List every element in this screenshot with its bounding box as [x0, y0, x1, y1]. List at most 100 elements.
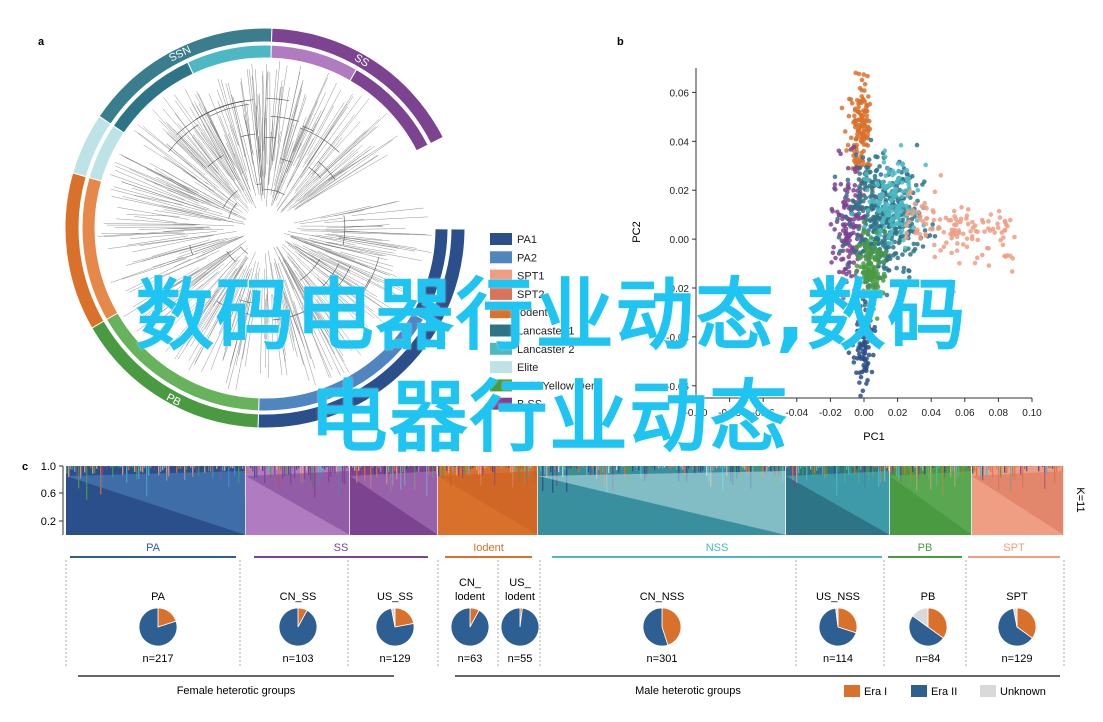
scatter-point — [930, 227, 935, 232]
tree-branch — [164, 156, 215, 192]
scatter-point — [883, 173, 889, 179]
scatter-point — [951, 231, 957, 237]
structure-stripe — [442, 466, 444, 477]
structure-stripe — [800, 466, 802, 469]
tree-branch — [237, 267, 252, 309]
structure-stripe — [568, 466, 570, 469]
tree-branch — [287, 241, 327, 267]
structure-stripe — [578, 466, 580, 472]
scatter-point — [849, 100, 855, 106]
structure-stripe — [968, 466, 970, 469]
scatter-point — [872, 324, 877, 330]
scatter-point — [840, 295, 846, 301]
legend-label: PA1 — [517, 234, 537, 246]
scatter-point — [869, 369, 875, 375]
structure-stripe — [194, 466, 196, 469]
x-axis-label: PC1 — [863, 431, 884, 443]
tree-branch — [283, 104, 298, 154]
tree-branch — [311, 235, 356, 246]
scatter-point — [884, 292, 890, 298]
scatter-point — [906, 209, 911, 215]
scatter-point — [862, 269, 868, 275]
structure-stripe — [140, 466, 142, 472]
tree-branch — [276, 96, 362, 212]
scatter-point — [847, 222, 853, 227]
structure-stripe — [428, 466, 430, 475]
structure-stripe — [168, 466, 170, 477]
structure-stripe — [1004, 466, 1006, 473]
pie-slice — [837, 607, 858, 634]
tree-arc — [299, 258, 321, 281]
structure-stripe — [196, 466, 198, 472]
structure-stripe — [762, 466, 764, 477]
structure-stripe — [436, 466, 438, 475]
scatter-point — [868, 218, 873, 224]
tree-branch — [184, 88, 222, 159]
structure-wedge — [246, 471, 350, 535]
scatter-point — [864, 254, 870, 259]
scatter-point — [859, 94, 865, 99]
tree-arc — [279, 158, 292, 163]
structure-stripe — [974, 466, 976, 472]
structure-wedge — [972, 471, 1064, 535]
structure-stripe — [618, 466, 620, 473]
pca-scatter-panel: 0.06 0.04 0.02 0.00 -0.02 -0.04 -0.06 -0.10 -0.0… — [631, 68, 1042, 443]
tree-branch — [294, 250, 374, 312]
tree-branch — [322, 279, 365, 322]
structure-stripe — [70, 466, 72, 470]
structure-stripe — [984, 466, 986, 471]
structure-stripe — [602, 466, 604, 473]
structure-stripe — [764, 466, 766, 475]
scatter-point — [952, 214, 957, 219]
scatter-point — [979, 252, 985, 258]
structure-wedge — [350, 471, 438, 535]
structure-stripe — [162, 466, 164, 471]
structure-stripe — [596, 466, 598, 479]
structure-stripe — [778, 466, 780, 475]
structure-stripe — [754, 466, 756, 473]
structure-stripe — [576, 466, 578, 470]
scatter-point — [844, 193, 849, 199]
tree-branch — [139, 231, 237, 246]
scatter-point — [880, 238, 886, 244]
scatter-point — [858, 374, 864, 380]
scatter-point — [864, 165, 869, 170]
structure-stripe — [346, 466, 348, 469]
scatter-point — [951, 208, 957, 214]
tree-branch — [140, 275, 190, 306]
structure-stripe — [898, 466, 900, 480]
tree-branch — [275, 263, 304, 365]
scatter-point — [877, 164, 882, 169]
tree-branch — [224, 251, 256, 321]
scatter-point — [937, 217, 943, 222]
scatter-point — [975, 229, 980, 235]
scatter-point — [862, 299, 868, 305]
tree-branch — [275, 287, 286, 356]
legend-swatch — [490, 233, 512, 245]
tree-branch — [153, 292, 207, 344]
tree-branch — [218, 265, 248, 335]
scatter-point — [832, 182, 838, 187]
tree-arc — [226, 250, 236, 262]
y-axis-label: PC2 — [631, 221, 643, 242]
structure-stripe — [222, 466, 224, 471]
pie-n-label: n=103 — [283, 653, 314, 665]
structure-stripe — [904, 466, 906, 475]
group-header-label: PA — [146, 542, 161, 554]
tree-branch — [152, 253, 197, 268]
scatter-point — [892, 190, 898, 196]
structure-stripe — [1052, 466, 1054, 469]
scatter-point — [915, 241, 920, 247]
pie-slice — [661, 607, 682, 646]
tree-branch — [339, 237, 390, 242]
scatter-point — [944, 240, 949, 245]
tree-branch — [282, 257, 320, 325]
structure-stripe — [308, 466, 310, 475]
structure-stripe — [664, 466, 666, 468]
scatter-point — [883, 201, 888, 206]
pie-slice — [375, 607, 415, 647]
legend-label: Reid Yellow Dent — [517, 380, 600, 392]
scatter-point — [896, 240, 902, 246]
tree-branch — [291, 141, 323, 189]
structure-stripe — [632, 466, 634, 472]
